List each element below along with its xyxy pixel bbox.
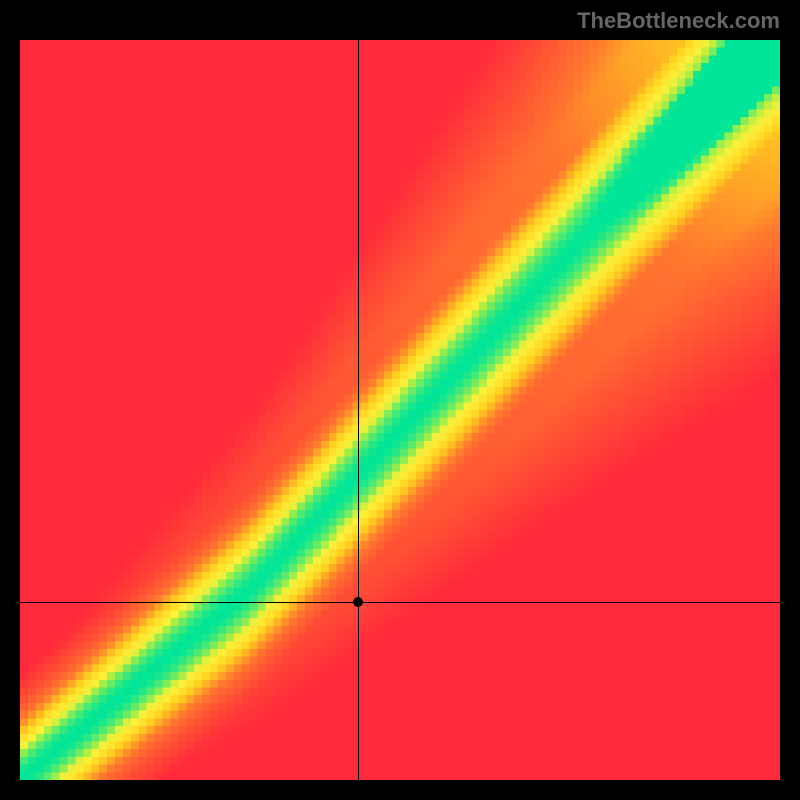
crosshair-horizontal	[20, 602, 780, 603]
plot-area	[20, 40, 780, 780]
crosshair-vertical	[358, 40, 359, 780]
watermark-text: TheBottleneck.com	[577, 8, 780, 34]
crosshair-marker	[353, 597, 363, 607]
heatmap-canvas	[20, 40, 780, 780]
chart-container: TheBottleneck.com	[0, 0, 800, 800]
